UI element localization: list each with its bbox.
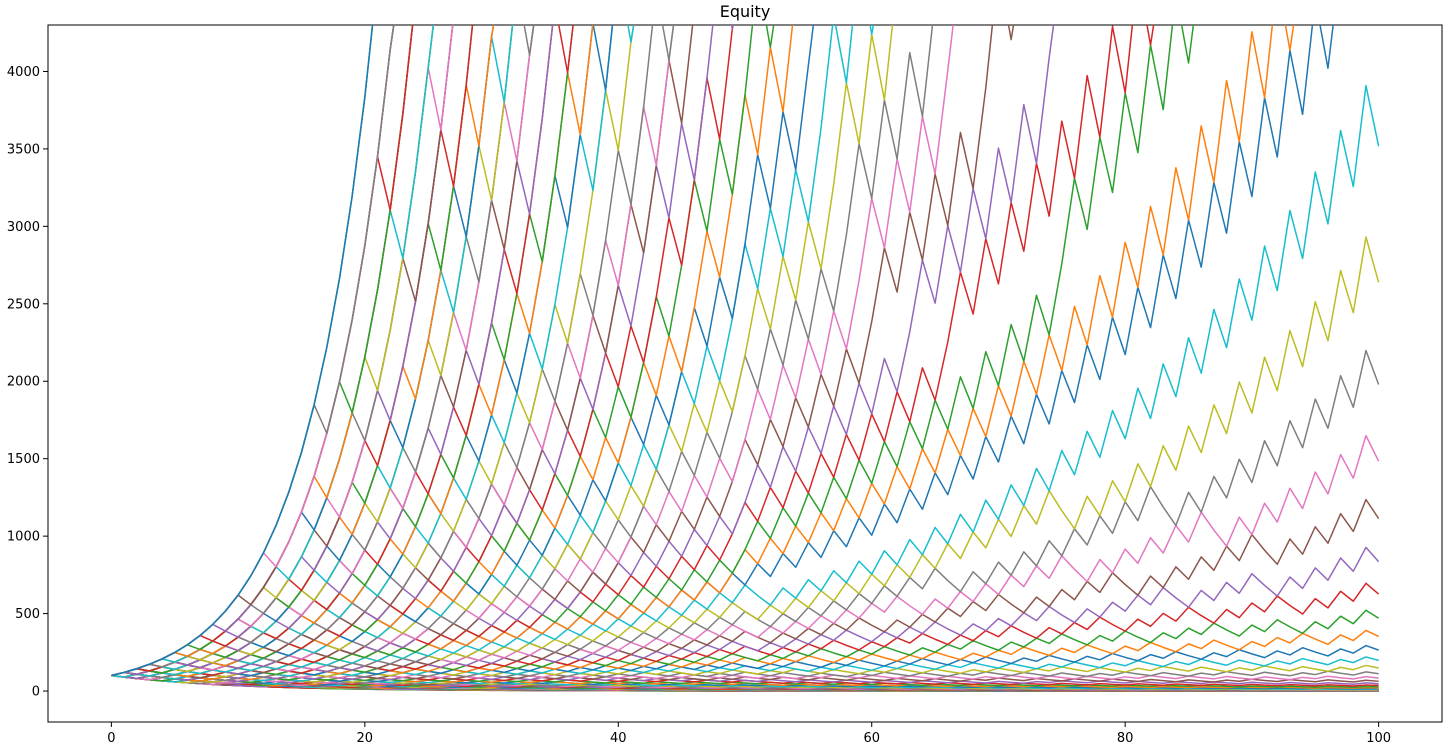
y-tick-label: 500 (15, 607, 40, 622)
series-line (111, 664, 1379, 678)
series-line (111, 673, 1379, 686)
series-line (111, 498, 1380, 678)
series-line (111, 644, 1379, 678)
series-line (111, 25, 675, 677)
series-line (111, 25, 514, 677)
chart-title: Equity (720, 2, 771, 21)
x-tick-label: 60 (863, 731, 880, 746)
plot-frame (47, 24, 1443, 723)
x-tick-label: 80 (1117, 731, 1134, 746)
series-line (111, 582, 1380, 678)
y-tick-label: 3000 (7, 220, 40, 235)
series-line (111, 25, 395, 677)
series-line (111, 25, 574, 677)
x-tick-label: 40 (610, 731, 627, 746)
y-tick-label: 1500 (7, 452, 40, 467)
series-line (111, 25, 395, 677)
series-line (111, 236, 1380, 678)
y-axis: 0 500 1000 1500 2000 2500 3000 3500 4000 (7, 65, 48, 700)
y-tick-label: 2000 (7, 375, 40, 390)
y-tick-label: 2500 (7, 297, 40, 312)
y-tick-label: 0 (32, 685, 40, 700)
series-line (111, 25, 594, 677)
y-tick-label: 3500 (7, 142, 40, 157)
series-line (111, 629, 1379, 678)
series-line (111, 25, 414, 677)
series-line (111, 546, 1380, 678)
series-line (111, 25, 454, 677)
series-line (111, 434, 1380, 678)
x-tick-label: 0 (107, 731, 115, 746)
series-line (111, 25, 414, 677)
x-axis: 0 20 40 60 80 100 (107, 722, 1391, 746)
x-tick-label: 100 (1366, 731, 1391, 746)
series-line (111, 84, 1380, 678)
series-line (111, 25, 694, 677)
y-tick-label: 4000 (7, 65, 40, 80)
series-group (111, 25, 1380, 692)
series-line (111, 25, 514, 677)
series-line (111, 25, 454, 677)
x-tick-label: 20 (357, 731, 374, 746)
series-line (111, 25, 374, 677)
y-tick-label: 1000 (7, 530, 40, 545)
